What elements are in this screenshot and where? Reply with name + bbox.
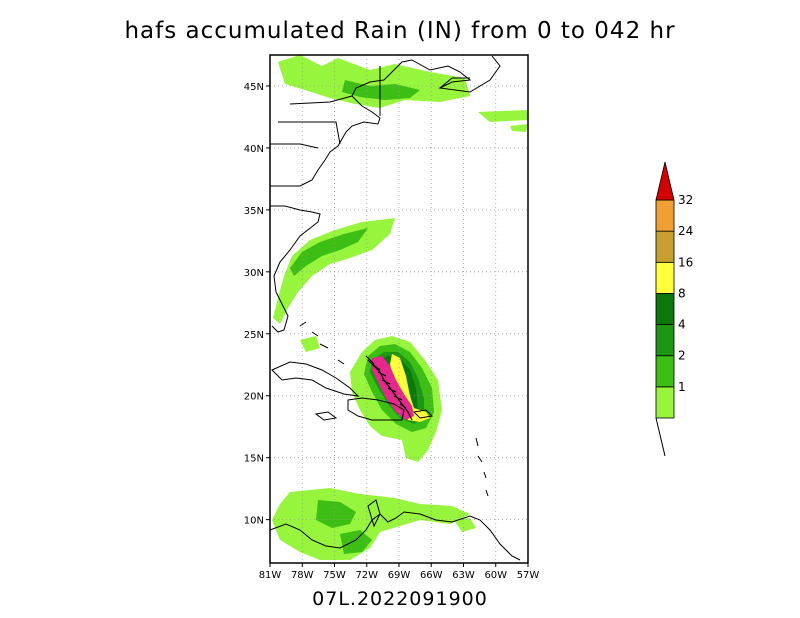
rain-bahamas-patch (300, 336, 320, 352)
y-tick-label: 15N (244, 454, 264, 465)
colorbar-label: 32 (678, 193, 693, 207)
colorbar-label: 16 (678, 255, 693, 269)
colorbar-swatch (655, 230, 675, 263)
rain-caribbean-patch (454, 518, 476, 532)
colorbar-over-triangle (655, 161, 675, 201)
coast-bahamas (299, 321, 345, 365)
y-tick-label: 40N (244, 144, 264, 155)
state-line-2 (278, 121, 341, 145)
colorbar-label: 24 (678, 224, 693, 238)
coast-puerto-rico (412, 409, 434, 419)
coast-nova (439, 77, 470, 89)
coast-jamaica (314, 411, 338, 421)
rain-caribbean-core (316, 500, 356, 528)
colorbar-swatch (655, 261, 675, 294)
colorbar-label: 4 (678, 318, 686, 332)
storm-track (365, 355, 413, 421)
colorbar-swatch (655, 355, 675, 388)
axis-ticks: 81W 78W 75W 72W 69W 66W 63W 60W 57W 10N 15N 20N 25N 3… (244, 82, 540, 581)
coast-hispaniola (347, 397, 405, 421)
rain-caribbean-band (272, 488, 470, 560)
colorbar-label: 1 (678, 380, 686, 394)
x-tick-label: 66W (420, 570, 443, 581)
chart-title: hafs accumulated Rain (IN) from 0 to 042… (124, 18, 676, 44)
rain-ne-patch (478, 110, 528, 122)
coast-south-america (269, 511, 521, 561)
rainfall-field (272, 55, 528, 560)
x-tick-label: 60W (484, 570, 507, 581)
colorbar-swatch (655, 386, 675, 419)
coast-canada (411, 55, 501, 93)
x-tick-label: 78W (291, 570, 314, 581)
y-tick-label: 10N (244, 516, 264, 527)
x-tick-label: 81W (259, 570, 282, 581)
rain-caribbean-core2 (340, 530, 372, 554)
colorbar-swatch (655, 199, 675, 232)
x-tick-label: 69W (388, 570, 411, 581)
lat-lon-grid (270, 55, 528, 563)
state-line-3 (289, 95, 353, 105)
colorbar-swatch (655, 324, 675, 357)
x-tick-label: 63W (452, 570, 475, 581)
rain-hurricane-16 (390, 354, 430, 422)
coast-lake-maracaibo (367, 499, 381, 528)
storm-track-line (367, 359, 413, 421)
y-tick-label: 35N (244, 206, 264, 217)
y-tick-label: 30N (244, 268, 264, 279)
rain-hurricane-core (372, 356, 414, 420)
state-line-1 (270, 143, 319, 149)
coast-antilles (475, 437, 489, 497)
y-tick-label: 20N (244, 392, 264, 403)
y-tick-label: 45N (244, 82, 264, 93)
colorbar-swatch (655, 293, 675, 325)
y-tick-label: 25N (244, 330, 264, 341)
colorbar-label: 2 (678, 349, 686, 363)
rain-ne-band-core (342, 80, 420, 100)
rain-atlantic-band (273, 218, 395, 324)
coast-cuba (271, 361, 360, 397)
coast-us-east (270, 59, 413, 187)
x-tick-label: 57W (517, 570, 540, 581)
x-tick-label: 75W (323, 570, 346, 581)
rain-atlantic-band-core (290, 228, 368, 276)
coast-us-south (270, 205, 321, 333)
rain-ne-patch2 (510, 124, 528, 132)
colorbar-under-tail (655, 417, 666, 457)
x-tick-label: 72W (355, 570, 378, 581)
coastlines (269, 55, 521, 561)
storm-id-label: 07L.2022091900 (312, 588, 488, 610)
storm-track-marks (365, 355, 407, 409)
colorbar-label: 8 (678, 286, 686, 300)
